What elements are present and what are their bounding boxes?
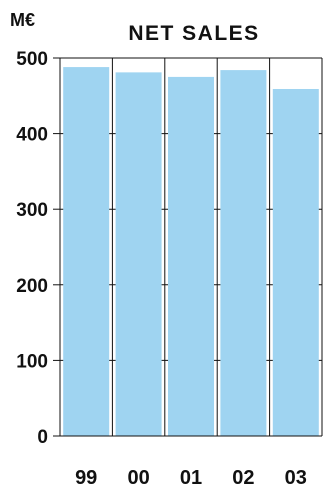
bar-03 [272, 88, 319, 436]
y-tick-label: 0 [37, 427, 48, 448]
labels: M€ NET SALES 0 100 200 300 400 500 99 00 01 02 03 [10, 10, 307, 489]
x-category-label: 02 [232, 467, 254, 489]
y-tick-label: 500 [16, 49, 48, 70]
y-tick-label: 300 [16, 200, 48, 221]
bar-02 [220, 70, 267, 436]
x-category-label: 00 [127, 467, 149, 489]
axes [53, 57, 322, 437]
bar-00 [115, 72, 162, 436]
bar-01 [168, 76, 214, 437]
x-category-label: 03 [285, 467, 307, 489]
y-tick-label: 200 [16, 276, 48, 297]
x-category-label: 99 [75, 467, 97, 489]
chart-title: NET SALES [128, 22, 259, 45]
bar-99 [63, 67, 110, 437]
bars [63, 67, 319, 437]
y-unit-label: M€ [10, 10, 35, 30]
x-category-label: 01 [180, 467, 202, 489]
y-tick-label: 100 [16, 351, 48, 372]
y-tick-label: 400 [16, 125, 48, 146]
